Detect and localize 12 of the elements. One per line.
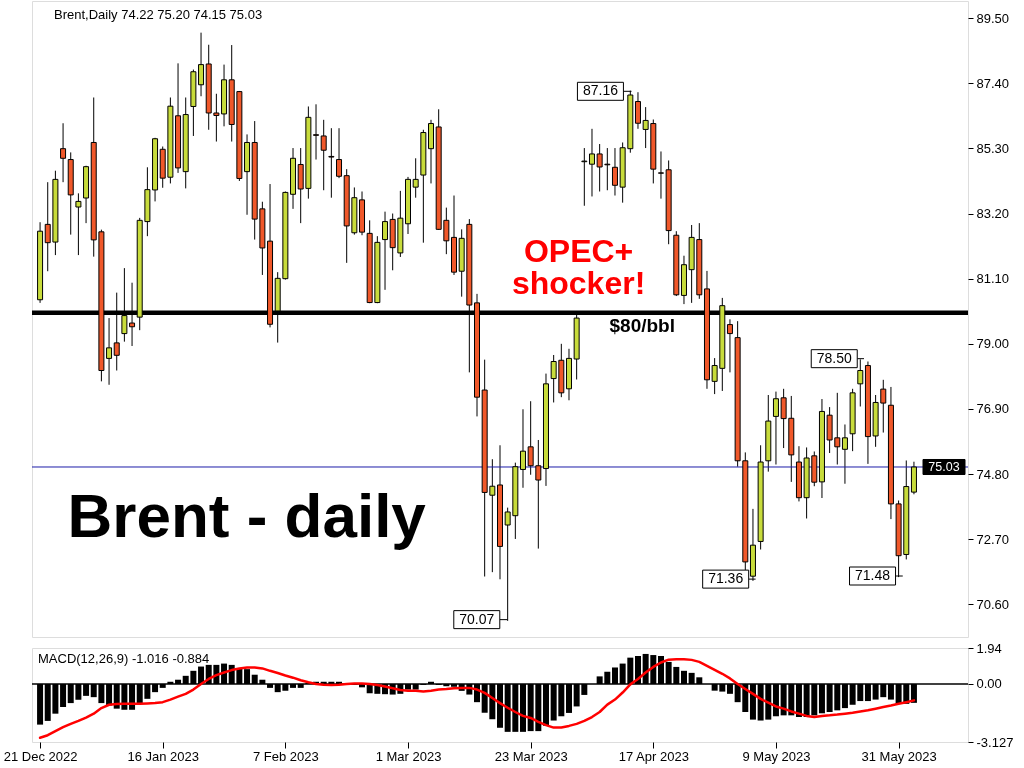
chart-title: MACD(12,26,9) -1.016 -0.884 [38, 651, 210, 666]
x-tick-label: 7 Feb 2023 [252, 748, 319, 764]
x-tick-label: 31 May 2023 [861, 748, 937, 764]
x-tick-label: 16 Jan 2023 [127, 748, 199, 764]
x-tick-label: 23 Mar 2023 [494, 748, 568, 764]
y-tick-label: 1.94 [976, 640, 1002, 656]
x-tick-label: 9 May 2023 [742, 748, 811, 764]
y-tick-label: 0.00 [976, 676, 1002, 692]
x-tick-label: 1 Mar 2023 [375, 748, 442, 764]
x-tick-label: 17 Apr 2023 [618, 748, 689, 764]
x-tick-label: 21 Dec 2022 [3, 748, 78, 764]
y-tick-label: -3.127 [976, 734, 1014, 750]
